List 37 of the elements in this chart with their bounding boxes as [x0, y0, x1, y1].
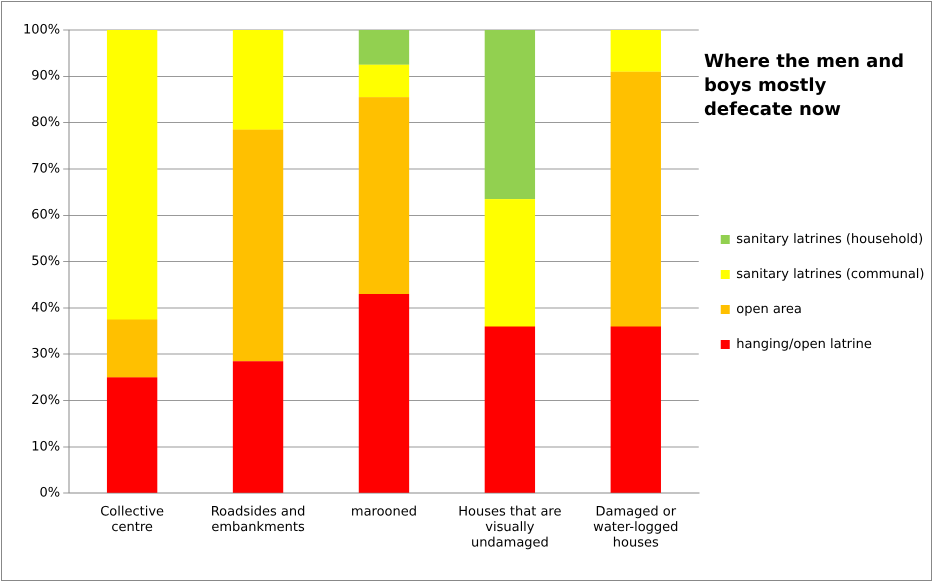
y-tick-label: 40%: [31, 300, 60, 316]
y-tick-label: 80%: [31, 115, 60, 130]
x-tick-label: Damaged or water-logged houses: [593, 504, 678, 551]
legend-label: open area: [736, 302, 802, 317]
bar: [610, 326, 661, 493]
bar: [232, 361, 284, 493]
text: Where the men and boys mostly defecate now: [704, 50, 904, 122]
x-tick-label: Roadsides and embankments: [210, 504, 306, 535]
legend-label: sanitary latrines (communal): [736, 266, 924, 282]
bar: [484, 199, 536, 326]
bar: [484, 30, 536, 200]
bar: [106, 30, 158, 320]
bar: [358, 294, 410, 493]
bar: [358, 30, 410, 65]
y-tick-label: 90%: [31, 68, 60, 84]
y-tick-label: 20%: [31, 392, 60, 408]
legend-label: hanging/open latrine: [736, 336, 872, 352]
bar: [358, 97, 410, 294]
y-tick-label: 30%: [31, 346, 60, 362]
bar: [106, 377, 158, 493]
x-tick-label: Collective centre: [100, 504, 164, 535]
y-tick-label: 70%: [31, 161, 60, 176]
x-tick-label: marooned: [350, 504, 418, 520]
bar: [484, 326, 536, 493]
bar: [358, 64, 410, 98]
y-tick-label: 10%: [31, 439, 60, 454]
bar: [610, 72, 661, 326]
y-tick-label: 0%: [40, 486, 60, 501]
bar: [232, 30, 284, 130]
y-tick-label: 60%: [31, 208, 60, 223]
y-tick-label: 100%: [22, 22, 60, 38]
bar: [106, 320, 158, 378]
legend-label: sanitary latrines (household): [736, 232, 924, 247]
bar: [610, 30, 661, 72]
x-tick-label: Houses that are visually undamaged: [458, 504, 562, 551]
bar: [232, 130, 284, 362]
y-tick-label: 50%: [31, 254, 60, 269]
